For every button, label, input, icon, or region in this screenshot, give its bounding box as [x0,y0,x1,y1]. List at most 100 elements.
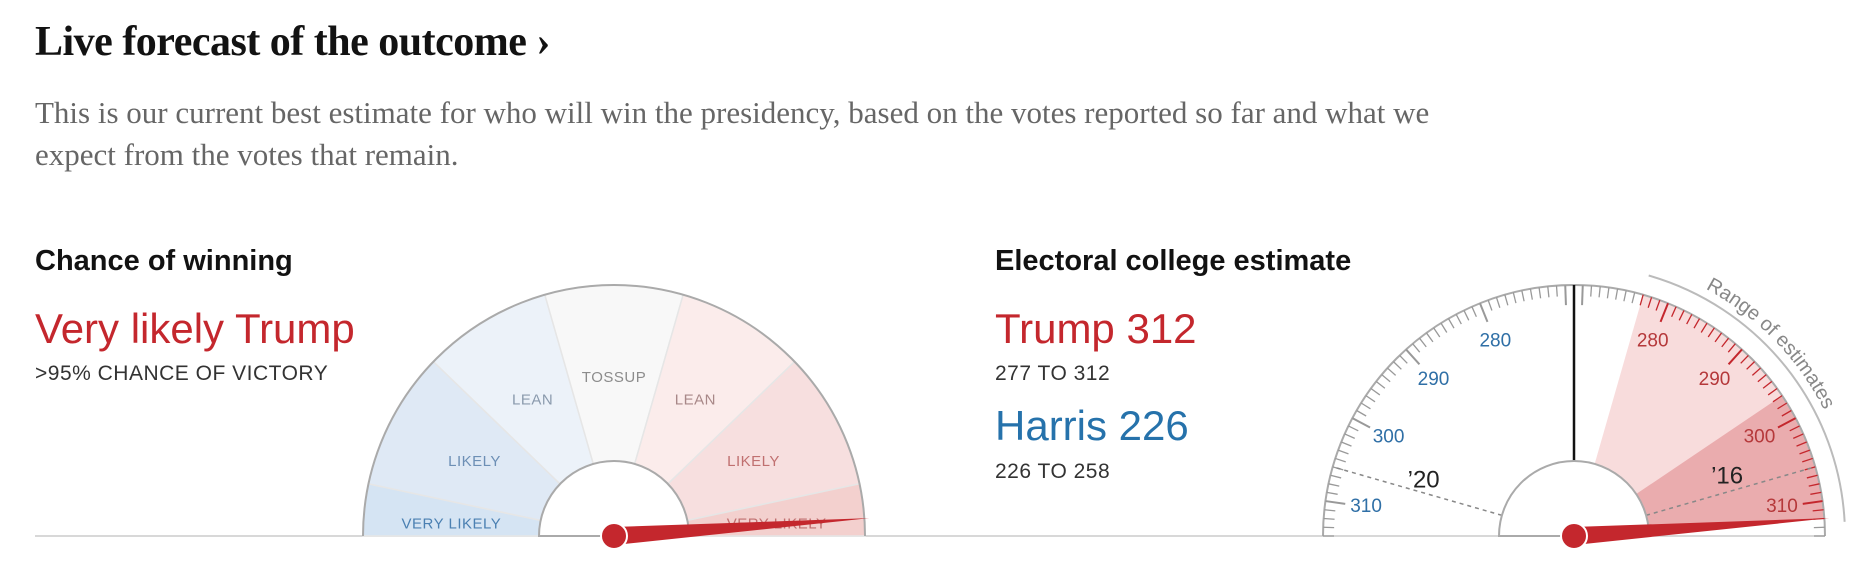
scale-tick [1789,425,1800,432]
scale-tick [1447,318,1455,329]
harris-tick-label: 310 [1350,496,1382,517]
scale-tick [1767,387,1778,396]
needle-hub [1560,522,1588,550]
needle-hub [600,522,628,550]
scale-tick [1757,374,1767,383]
scale-tick [1555,285,1558,297]
description: This is our current best estimate for wh… [35,95,1430,172]
scale-tick [1746,361,1756,370]
scale-tick [1330,474,1342,479]
scale-tick [1487,299,1493,311]
trump-tick-label: 300 [1744,426,1776,447]
trump-tick-label: 290 [1699,369,1731,390]
needle [1573,518,1830,545]
scale-tick [1792,433,1804,439]
history-line [1645,466,1816,517]
scale-tick [1375,380,1386,389]
scale-tick [1341,441,1352,447]
scale-tick [1812,509,1824,512]
scale-tick [1606,287,1610,299]
trump-tick-label: 310 [1766,496,1798,517]
scale-tick [1806,474,1818,479]
segment-label: TOSSUP [582,369,646,386]
scale-tick [1455,314,1462,325]
scale-tick [1751,367,1761,376]
scale-tick [1686,314,1693,325]
harris-estimate: Harris 226 [995,402,1189,449]
scale-tick [1810,491,1822,495]
harris-tick-label: 280 [1479,330,1511,351]
scale-tick [1727,343,1736,353]
scale-tick [1360,402,1371,410]
scale-tick [1615,288,1619,300]
history-marker: ’16 [1711,463,1743,490]
segment-label: LIKELY [448,453,501,470]
scale-tick [1418,337,1427,348]
scale-tick [1471,306,1477,318]
scale-tick [1581,285,1584,306]
harris-range: 226 TO 258 [995,460,1111,483]
gauge-hole [537,460,691,537]
scale-tick [1440,322,1448,333]
scale-tick [1777,417,1797,429]
scale-tick [1512,292,1517,304]
scale-tick [1802,457,1813,463]
chance-detail: >95% CHANCE OF VICTORY [35,362,329,385]
needle [613,518,870,545]
scale-tick [1324,509,1336,512]
scale-tick [1521,290,1525,302]
scale-tick [1356,409,1367,417]
scale-tick [1392,361,1402,370]
scale-tick [1590,285,1593,297]
scale-tick [1740,354,1749,364]
harris-tick-label: 300 [1373,426,1405,447]
scale-tick [1538,287,1542,299]
scale-tick [1623,290,1627,302]
scale-tick [1659,302,1669,323]
scale-tick [1504,294,1509,306]
electoral-heading: Electoral college estimate [995,245,1352,277]
gauge-hole [1497,460,1651,537]
range-arc [1648,274,1846,522]
scale-tick [1348,425,1359,432]
scale-tick [1777,402,1788,410]
scale-tick [1781,409,1792,417]
history-marker: ’20 [1408,467,1440,494]
scale-tick [1529,288,1533,300]
segment-label: VERY LIKELY [402,516,502,533]
history-line [1332,466,1503,517]
scale-tick [1326,491,1338,495]
scale-tick [1700,322,1708,333]
scale-tick [1370,387,1381,396]
scale-tick [1463,310,1470,321]
scale-tick [1335,457,1346,463]
scale-tick [1351,417,1371,429]
segment-label: LIKELY [727,453,780,470]
scale-tick [1325,500,1346,505]
scale-tick [1381,374,1391,383]
scale-tick [1727,348,1743,366]
scale-tick [1433,327,1441,338]
trump-estimate: Trump 312 [995,305,1197,352]
likely-wedge [1636,395,1825,531]
scale-tick [1796,441,1807,447]
scale-tick [1655,299,1661,311]
scale-tick [1631,292,1636,304]
scale-tick [1678,310,1685,321]
scale-tick [1495,297,1501,308]
title[interactable]: Live forecast of the outcome › [35,19,550,65]
scale-tick [1337,449,1349,455]
scale-tick [1547,286,1550,298]
scale-tick [1479,302,1489,323]
scale-tick [1707,327,1715,338]
chance-heading: Chance of winning [35,245,293,277]
scale-tick [1365,395,1376,403]
segment-label: LEAN [512,392,553,409]
scale-tick [1808,483,1820,487]
harris-tick-label: 290 [1418,369,1450,390]
scale-tick [1693,318,1701,329]
scale-tick [1425,332,1434,343]
scale-tick [1598,286,1601,298]
